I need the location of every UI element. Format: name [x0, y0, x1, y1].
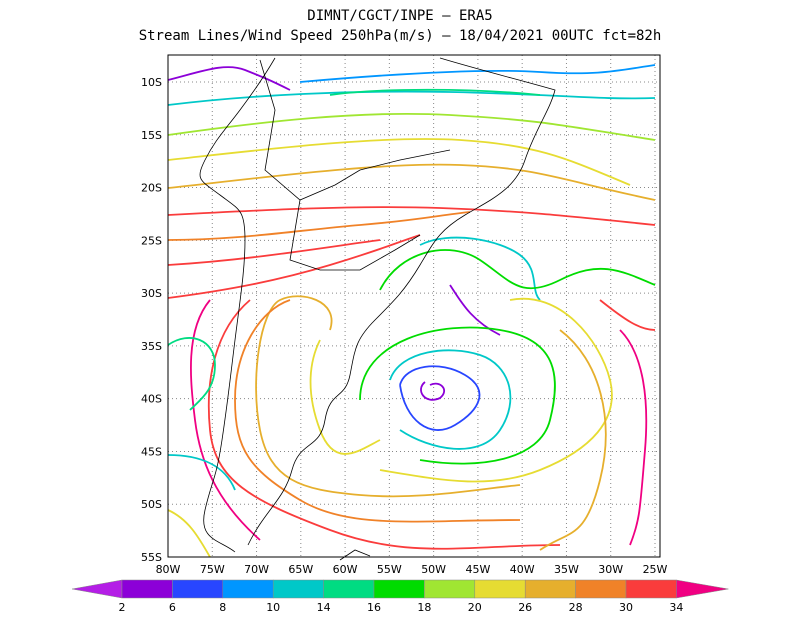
coastline: [199, 57, 556, 561]
colorbar-label: 6: [169, 601, 176, 614]
lat-label: 10S: [141, 76, 162, 89]
lon-label: 55W: [377, 563, 402, 576]
lat-label: 25S: [141, 234, 162, 247]
subtitle: Stream Lines/Wind Speed 250hPa(m/s) – 18…: [139, 28, 662, 44]
colorbar-label: 10: [266, 601, 280, 614]
colorbar-segment: [323, 579, 375, 599]
colorbar-segment: [272, 579, 324, 599]
colorbar-label: 20: [468, 601, 482, 614]
lat-label: 55S: [141, 551, 162, 564]
lat-label: 20S: [141, 182, 162, 195]
lat-label: 30S: [141, 287, 162, 300]
colorbar-label: 34: [669, 601, 683, 614]
lat-label: 15S: [141, 129, 162, 142]
lon-label: 30W: [598, 563, 623, 576]
lon-label: 70W: [244, 563, 269, 576]
colorbar-label: 14: [317, 601, 331, 614]
lat-label: 35S: [141, 340, 162, 353]
colorbar-segment: [121, 579, 173, 599]
colorbar-label: 26: [518, 601, 532, 614]
colorbar-segment: [424, 579, 476, 599]
colorbar-segment: [373, 579, 425, 599]
lon-label: 45W: [465, 563, 490, 576]
map-frame: [167, 54, 661, 558]
colorbar-segment: [222, 579, 274, 599]
lon-label: 80W: [156, 563, 181, 576]
colorbar-segment: [625, 579, 677, 599]
colorbar-segment: [524, 579, 576, 599]
colorbar-label: 2: [119, 601, 126, 614]
lon-label: 65W: [288, 563, 313, 576]
lon-label: 40W: [510, 563, 535, 576]
colorbar-label: 16: [367, 601, 381, 614]
lon-label: 25W: [643, 563, 668, 576]
lon-label: 75W: [200, 563, 225, 576]
colorbar-label: 8: [219, 601, 226, 614]
lon-label: 60W: [333, 563, 358, 576]
colorbar-label: 18: [417, 601, 431, 614]
colorbar-label: 30: [619, 601, 633, 614]
colorbar-label: 28: [569, 601, 583, 614]
colorbar-segment: [575, 579, 627, 599]
colorbar: 2 6 8 10 14 16 18 20 26 28 30 34: [71, 579, 729, 614]
colorbar-segment: [474, 579, 526, 599]
lat-label: 50S: [141, 498, 162, 511]
lat-label: 40S: [141, 393, 162, 406]
lon-label: 35W: [554, 563, 579, 576]
colorbar-arrow: [71, 579, 123, 599]
colorbar-arrow: [676, 579, 729, 599]
title: DIMNT/CGCT/INPE – ERA5: [307, 8, 492, 24]
lat-label: 45S: [141, 445, 162, 458]
colorbar-segment: [172, 579, 224, 599]
lon-label: 50W: [421, 563, 446, 576]
streamlines: [167, 64, 656, 558]
grid: [168, 55, 660, 557]
